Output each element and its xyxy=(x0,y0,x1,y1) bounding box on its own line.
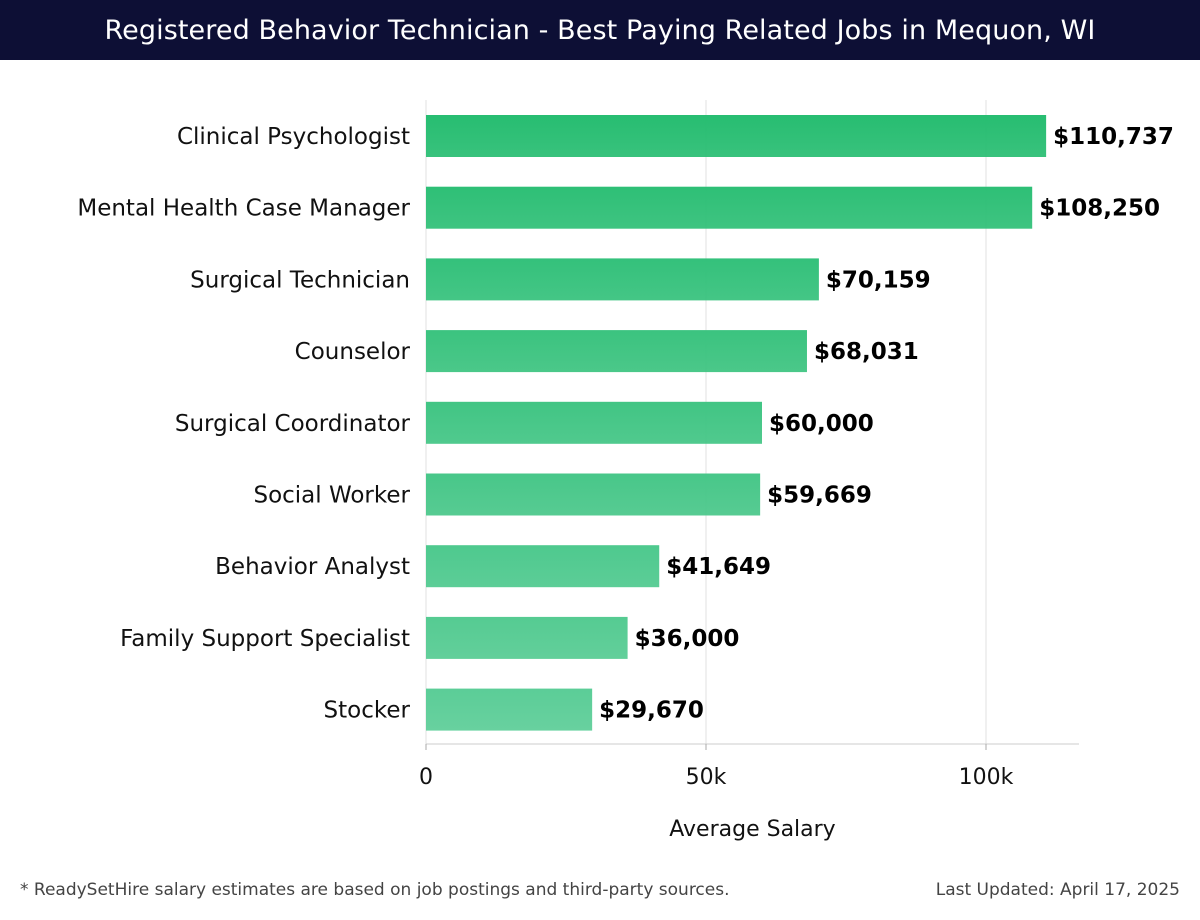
bar-0 xyxy=(426,115,1047,157)
bars xyxy=(426,115,1047,731)
bar-1 xyxy=(426,186,1033,229)
value-label: $36,000 xyxy=(635,626,740,652)
value-label: $41,649 xyxy=(666,554,771,580)
bar-7 xyxy=(426,616,628,659)
category-label: Behavior Analyst xyxy=(215,554,410,580)
category-label: Clinical Psychologist xyxy=(177,124,410,150)
bar-3 xyxy=(426,330,807,373)
bar-8 xyxy=(426,688,593,731)
value-label: $60,000 xyxy=(769,411,874,437)
x-axis-title: Average Salary xyxy=(669,817,835,842)
category-label: Counselor xyxy=(295,339,411,365)
bar-4 xyxy=(426,401,762,444)
value-label: $29,670 xyxy=(599,698,704,724)
category-label: Stocker xyxy=(324,698,411,724)
labels: Clinical Psychologist $110,737 Mental Heal… xyxy=(77,124,1174,724)
category-label: Surgical Technician xyxy=(190,267,410,293)
category-label: Surgical Coordinator xyxy=(175,411,411,437)
last-updated: Last Updated: April 17, 2025 xyxy=(935,880,1180,900)
x-axis: 0 50k 100k Average Salary xyxy=(419,743,1079,842)
value-label: $59,669 xyxy=(767,483,872,509)
value-label: $70,159 xyxy=(826,267,931,293)
footnote: * ReadySetHire salary estimates are base… xyxy=(20,880,730,900)
value-label: $108,250 xyxy=(1039,196,1160,222)
bar-2 xyxy=(426,258,819,301)
value-label: $68,031 xyxy=(814,339,919,365)
category-label: Mental Health Case Manager xyxy=(77,196,410,222)
chart-title: Registered Behavior Technician - Best Pa… xyxy=(0,0,1200,60)
category-label: Family Support Specialist xyxy=(120,626,410,652)
x-tick-label: 0 xyxy=(419,765,433,790)
x-tick-label: 50k xyxy=(686,765,727,790)
bar-chart: Clinical Psychologist $110,737 Mental Heal… xyxy=(77,100,1174,842)
x-tick-label: 100k xyxy=(959,765,1014,790)
bar-6 xyxy=(426,545,660,588)
bar-5 xyxy=(426,473,761,516)
value-label: $110,737 xyxy=(1053,124,1174,150)
category-label: Social Worker xyxy=(253,483,410,509)
